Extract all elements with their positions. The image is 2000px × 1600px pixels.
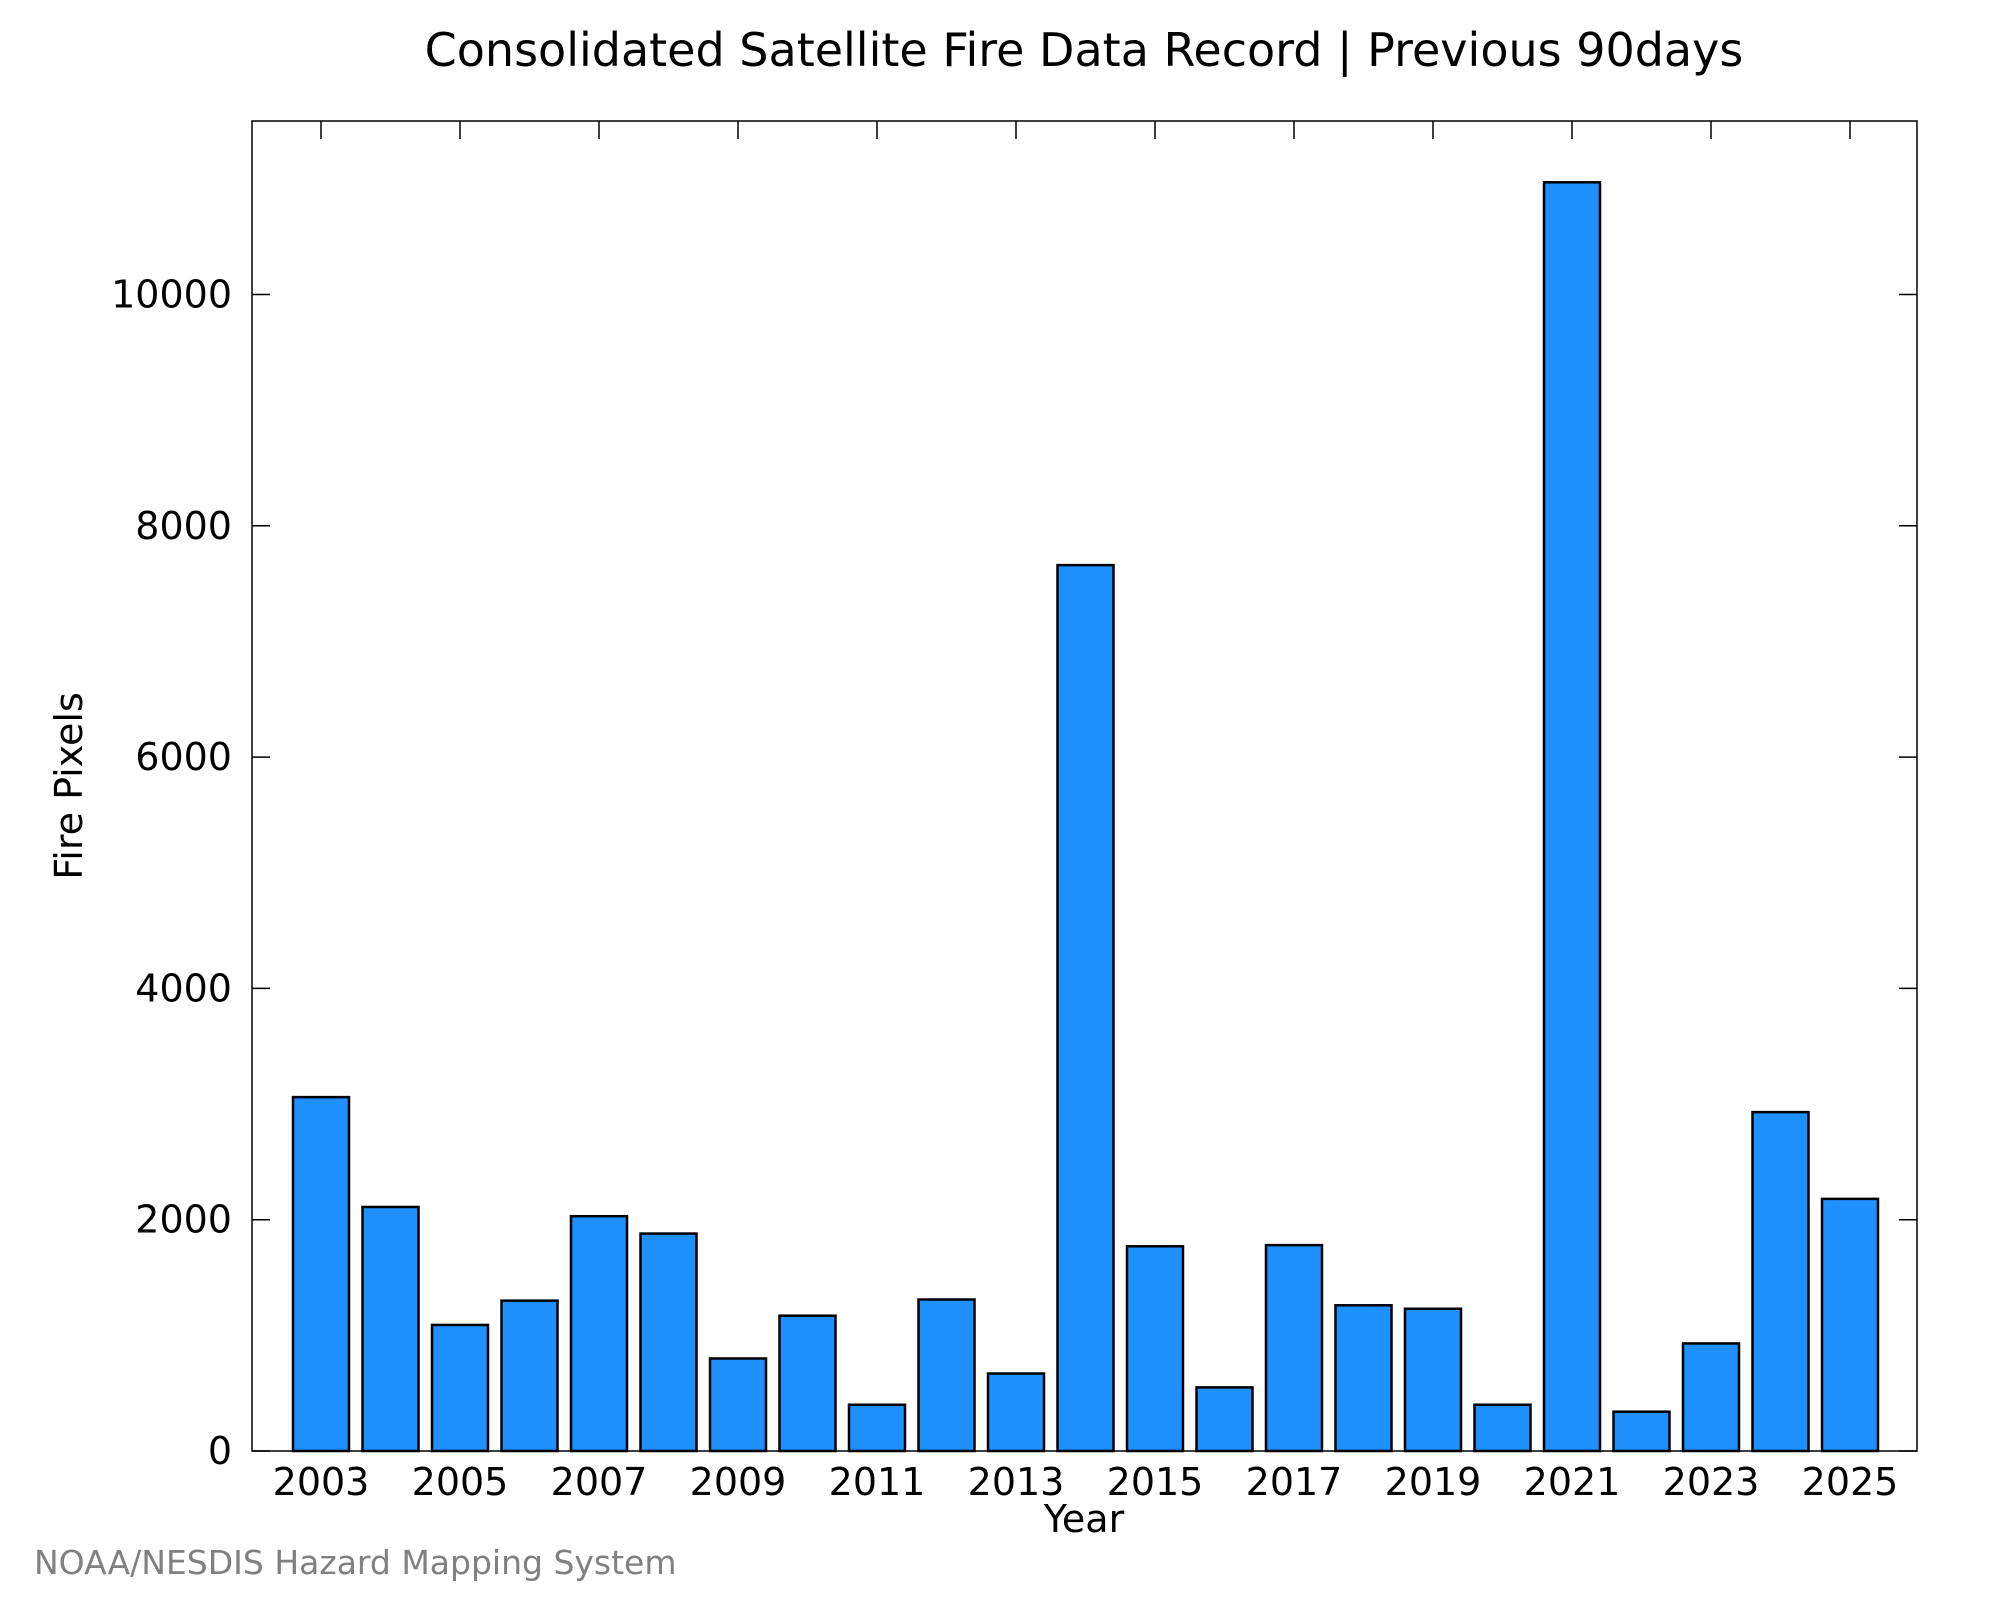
bar-2004 bbox=[361, 1205, 420, 1453]
bars bbox=[291, 181, 1880, 1453]
bar-2021 bbox=[1542, 181, 1602, 1453]
chart-title: Consolidated Satellite Fire Data Record … bbox=[425, 23, 1744, 78]
bar-2008 bbox=[639, 1232, 698, 1453]
bar-2015 bbox=[1125, 1245, 1185, 1453]
bar-2007 bbox=[569, 1214, 629, 1453]
bar-2020 bbox=[1473, 1403, 1532, 1453]
y-tick-label: 4000 bbox=[135, 966, 232, 1010]
y-tick-label: 8000 bbox=[135, 504, 232, 548]
x-tick-label: 2015 bbox=[1107, 1460, 1204, 1504]
bar-2019 bbox=[1403, 1307, 1463, 1453]
footer-credit: NOAA/NESDIS Hazard Mapping System bbox=[34, 1543, 677, 1582]
x-tick-label: 2005 bbox=[412, 1460, 509, 1504]
x-tick-label: 2003 bbox=[273, 1460, 370, 1504]
bar-2018 bbox=[1334, 1304, 1393, 1453]
x-tick-label: 2017 bbox=[1246, 1460, 1343, 1504]
y-tick-labels: 0 2000 4000 6000 8000 10000 bbox=[111, 272, 232, 1473]
x-tick-label: 2019 bbox=[1385, 1460, 1482, 1504]
bar-2005 bbox=[430, 1323, 490, 1453]
y-tick-label: 6000 bbox=[135, 735, 232, 779]
y-tick-label: 0 bbox=[208, 1429, 232, 1473]
bar-2017 bbox=[1264, 1243, 1324, 1453]
bar-2024 bbox=[1751, 1110, 1810, 1453]
x-axis-label: Year bbox=[1043, 1497, 1125, 1541]
x-tick-label: 2021 bbox=[1524, 1460, 1621, 1504]
x-tick-label: 2009 bbox=[690, 1460, 787, 1504]
bar-2022 bbox=[1612, 1410, 1671, 1453]
x-tick-label: 2007 bbox=[551, 1460, 648, 1504]
bar-2010 bbox=[778, 1314, 837, 1453]
x-tick-label: 2011 bbox=[829, 1460, 926, 1504]
bar-2012 bbox=[917, 1298, 976, 1453]
plot-frame bbox=[251, 120, 1918, 1452]
bar-2009 bbox=[708, 1357, 768, 1453]
bar-2013 bbox=[986, 1372, 1046, 1453]
x-tick-label: 2023 bbox=[1663, 1460, 1760, 1504]
y-axis-label: Fire Pixels bbox=[47, 692, 91, 880]
bar-2003 bbox=[291, 1095, 351, 1453]
y-tick-label: 2000 bbox=[135, 1198, 232, 1242]
y-tick-label: 10000 bbox=[111, 272, 232, 316]
bar-2011 bbox=[847, 1403, 907, 1453]
bar-2014 bbox=[1056, 563, 1115, 1453]
bar-2025 bbox=[1820, 1197, 1880, 1453]
x-tick-labels: 2003 2005 2007 2009 2011 2013 2015 2017 2019 2021… bbox=[273, 1460, 1899, 1504]
bar-2016 bbox=[1195, 1386, 1254, 1453]
x-tick-label: 2013 bbox=[968, 1460, 1065, 1504]
bar-2023 bbox=[1681, 1342, 1741, 1453]
x-tick-label: 2025 bbox=[1802, 1460, 1899, 1504]
bar-2006 bbox=[500, 1299, 559, 1453]
